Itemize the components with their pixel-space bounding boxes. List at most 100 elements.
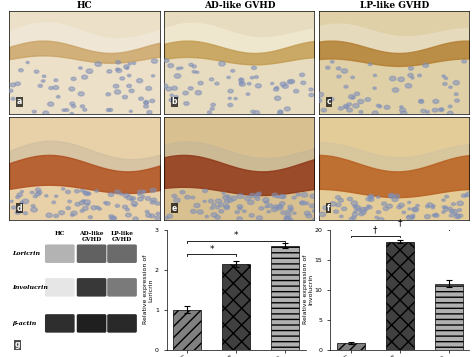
Bar — [337, 343, 365, 350]
Circle shape — [185, 195, 190, 199]
Circle shape — [400, 106, 403, 108]
Title: AD-like GVHD: AD-like GVHD — [204, 1, 275, 10]
Circle shape — [105, 202, 110, 205]
Circle shape — [83, 191, 87, 194]
Circle shape — [173, 198, 180, 202]
Circle shape — [444, 206, 447, 208]
Circle shape — [228, 97, 231, 99]
Circle shape — [426, 111, 429, 113]
Circle shape — [289, 208, 293, 211]
Circle shape — [360, 210, 366, 214]
Circle shape — [164, 59, 169, 62]
Circle shape — [445, 195, 449, 198]
FancyBboxPatch shape — [45, 314, 74, 333]
Circle shape — [312, 210, 316, 212]
Circle shape — [224, 200, 230, 203]
Circle shape — [183, 91, 188, 95]
Circle shape — [86, 203, 90, 206]
Circle shape — [408, 74, 413, 77]
Circle shape — [47, 102, 54, 106]
Circle shape — [296, 193, 301, 196]
Circle shape — [169, 99, 174, 102]
Circle shape — [70, 112, 73, 115]
Circle shape — [285, 213, 291, 217]
Circle shape — [292, 196, 296, 199]
Circle shape — [309, 94, 314, 97]
Circle shape — [369, 198, 374, 201]
Circle shape — [191, 196, 195, 199]
Circle shape — [376, 211, 381, 214]
Circle shape — [91, 206, 97, 210]
Circle shape — [72, 105, 76, 108]
Circle shape — [456, 216, 460, 218]
Circle shape — [210, 207, 214, 210]
Circle shape — [115, 190, 120, 194]
Circle shape — [234, 97, 237, 100]
Circle shape — [424, 215, 430, 218]
Circle shape — [293, 212, 296, 215]
Circle shape — [106, 93, 110, 96]
Circle shape — [198, 81, 203, 85]
Circle shape — [392, 197, 398, 202]
Circle shape — [224, 205, 229, 208]
Circle shape — [286, 210, 292, 213]
Circle shape — [113, 84, 119, 88]
Circle shape — [255, 194, 260, 198]
Circle shape — [176, 67, 180, 70]
Circle shape — [352, 212, 358, 216]
Circle shape — [250, 76, 254, 79]
Circle shape — [59, 211, 64, 215]
Circle shape — [344, 106, 348, 109]
Circle shape — [129, 110, 132, 112]
Circle shape — [405, 84, 412, 88]
Circle shape — [126, 213, 131, 217]
Circle shape — [146, 213, 151, 217]
Circle shape — [272, 207, 278, 212]
Circle shape — [247, 82, 251, 85]
Circle shape — [211, 213, 217, 217]
Circle shape — [38, 84, 43, 87]
Circle shape — [138, 190, 144, 195]
Circle shape — [219, 203, 224, 207]
Circle shape — [209, 199, 213, 203]
Circle shape — [192, 71, 196, 73]
Circle shape — [18, 69, 23, 72]
Circle shape — [123, 205, 128, 208]
Circle shape — [251, 110, 255, 113]
Circle shape — [293, 90, 299, 93]
Circle shape — [412, 207, 419, 212]
Circle shape — [407, 215, 410, 218]
FancyBboxPatch shape — [107, 245, 137, 263]
Circle shape — [131, 201, 137, 206]
Circle shape — [126, 196, 132, 200]
Circle shape — [309, 88, 313, 91]
Circle shape — [264, 201, 268, 204]
Circle shape — [454, 213, 457, 216]
Circle shape — [145, 197, 151, 200]
Circle shape — [465, 195, 468, 197]
Text: †: † — [398, 218, 402, 227]
Circle shape — [305, 202, 309, 205]
Circle shape — [263, 198, 269, 202]
Circle shape — [109, 215, 113, 218]
Circle shape — [443, 208, 448, 211]
Circle shape — [339, 215, 343, 218]
Circle shape — [74, 190, 79, 193]
Circle shape — [81, 189, 84, 192]
Circle shape — [54, 79, 58, 82]
Circle shape — [347, 197, 353, 201]
Circle shape — [451, 209, 457, 214]
Circle shape — [150, 201, 155, 204]
Circle shape — [116, 69, 122, 72]
Circle shape — [289, 80, 295, 84]
Circle shape — [115, 205, 119, 207]
Circle shape — [423, 64, 428, 67]
Circle shape — [84, 200, 90, 204]
Circle shape — [195, 91, 201, 95]
Circle shape — [353, 104, 359, 108]
Circle shape — [237, 194, 244, 198]
Circle shape — [226, 195, 230, 198]
Circle shape — [215, 215, 220, 219]
Circle shape — [368, 206, 372, 209]
Circle shape — [111, 216, 117, 220]
